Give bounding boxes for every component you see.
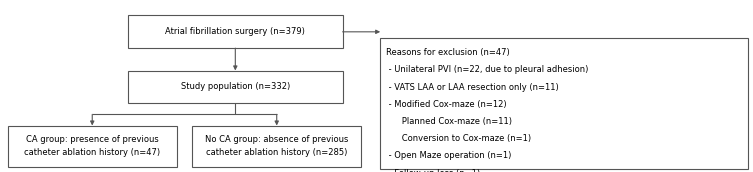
Text: - Modified Cox-maze (n=12): - Modified Cox-maze (n=12) [386, 100, 506, 109]
Text: CA group: presence of previous
catheter ablation history (n=47): CA group: presence of previous catheter … [24, 136, 160, 157]
Text: No CA group: absence of previous
catheter ablation history (n=285): No CA group: absence of previous cathete… [205, 136, 349, 157]
Text: Planned Cox-maze (n=11): Planned Cox-maze (n=11) [386, 117, 511, 126]
Text: Atrial fibrillation surgery (n=379): Atrial fibrillation surgery (n=379) [166, 27, 305, 36]
Text: Study population (n=332): Study population (n=332) [181, 82, 290, 91]
Text: - VATS LAA or LAA resection only (n=11): - VATS LAA or LAA resection only (n=11) [386, 83, 558, 92]
FancyBboxPatch shape [128, 15, 343, 48]
Text: - Unilateral PVI (n=22, due to pleural adhesion): - Unilateral PVI (n=22, due to pleural a… [386, 65, 588, 74]
Text: - Open Maze operation (n=1): - Open Maze operation (n=1) [386, 151, 511, 160]
FancyBboxPatch shape [128, 71, 343, 103]
Text: Reasons for exclusion (n=47): Reasons for exclusion (n=47) [386, 48, 509, 57]
FancyBboxPatch shape [8, 126, 177, 167]
FancyBboxPatch shape [192, 126, 361, 167]
FancyBboxPatch shape [380, 38, 748, 169]
Text: Conversion to Cox-maze (n=1): Conversion to Cox-maze (n=1) [386, 134, 531, 143]
Text: - Follow-up loss (n=1): - Follow-up loss (n=1) [386, 169, 480, 172]
